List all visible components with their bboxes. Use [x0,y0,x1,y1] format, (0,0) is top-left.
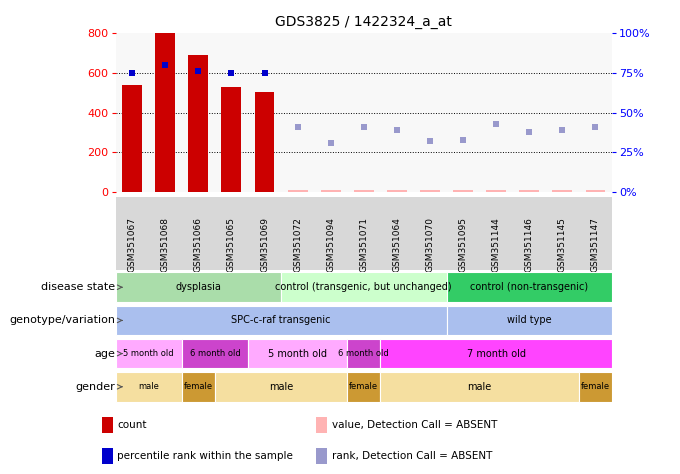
Bar [447,306,612,335]
Point [226,69,237,77]
Text: count: count [118,420,147,430]
Bar [182,372,215,401]
Text: control (transgenic, but unchanged): control (transgenic, but unchanged) [275,282,452,292]
Text: percentile rank within the sample: percentile rank within the sample [118,451,293,461]
Bar [520,190,539,192]
Text: 6 month old: 6 month old [190,349,240,358]
Point [557,126,568,134]
Bar [116,372,182,401]
Point [590,123,601,131]
Text: control (non-transgenic): control (non-transgenic) [470,282,588,292]
Point [358,123,369,131]
Bar [585,190,605,192]
Text: 6 month old: 6 month old [339,349,389,358]
Bar [354,190,374,192]
Bar [316,447,328,464]
Bar [182,339,248,368]
Bar [102,417,113,433]
Text: 5 month old: 5 month old [123,349,174,358]
Bar [254,92,275,192]
Point [458,136,469,143]
Bar [122,85,142,192]
Bar [188,55,208,192]
Text: age: age [95,348,116,359]
Bar [347,372,380,401]
Point [325,139,336,146]
Point [259,69,270,77]
Bar [579,372,612,401]
Text: male: male [138,383,159,391]
Point [160,61,171,69]
Bar [380,339,612,368]
Bar [420,190,440,192]
Bar [288,190,307,192]
Text: 5 month old: 5 month old [268,348,327,359]
Text: gender: gender [76,382,116,392]
Text: female: female [184,383,213,391]
Bar [248,339,347,368]
Text: rank, Detection Call = ABSENT: rank, Detection Call = ABSENT [332,451,492,461]
Bar [552,190,573,192]
Point [392,126,403,134]
Text: genotype/variation: genotype/variation [10,315,116,326]
Text: dysplasia: dysplasia [175,282,221,292]
Text: 7 month old: 7 month old [466,348,526,359]
Text: disease state: disease state [41,282,116,292]
Text: female: female [350,383,378,391]
Text: SPC-c-raf transgenic: SPC-c-raf transgenic [231,315,330,326]
Point [524,128,534,136]
Point [424,137,435,145]
Title: GDS3825 / 1422324_a_at: GDS3825 / 1422324_a_at [275,15,452,29]
Text: male: male [468,382,492,392]
Point [193,67,204,75]
Bar [453,190,473,192]
Bar [321,190,341,192]
Bar [347,339,380,368]
Bar [116,306,447,335]
Bar [155,33,175,192]
Bar [316,417,328,433]
Bar [486,190,506,192]
Bar [281,273,447,302]
Bar [380,372,579,401]
Bar [116,273,281,302]
Bar [215,372,347,401]
Bar [447,273,612,302]
Text: male: male [269,382,293,392]
Bar [116,339,182,368]
Bar [102,447,113,464]
Bar [222,87,241,192]
Bar [387,190,407,192]
Text: value, Detection Call = ABSENT: value, Detection Call = ABSENT [332,420,497,430]
Point [491,120,502,128]
Point [292,123,303,131]
Text: wild type: wild type [507,315,551,326]
Text: female: female [581,383,610,391]
Point [126,69,137,77]
